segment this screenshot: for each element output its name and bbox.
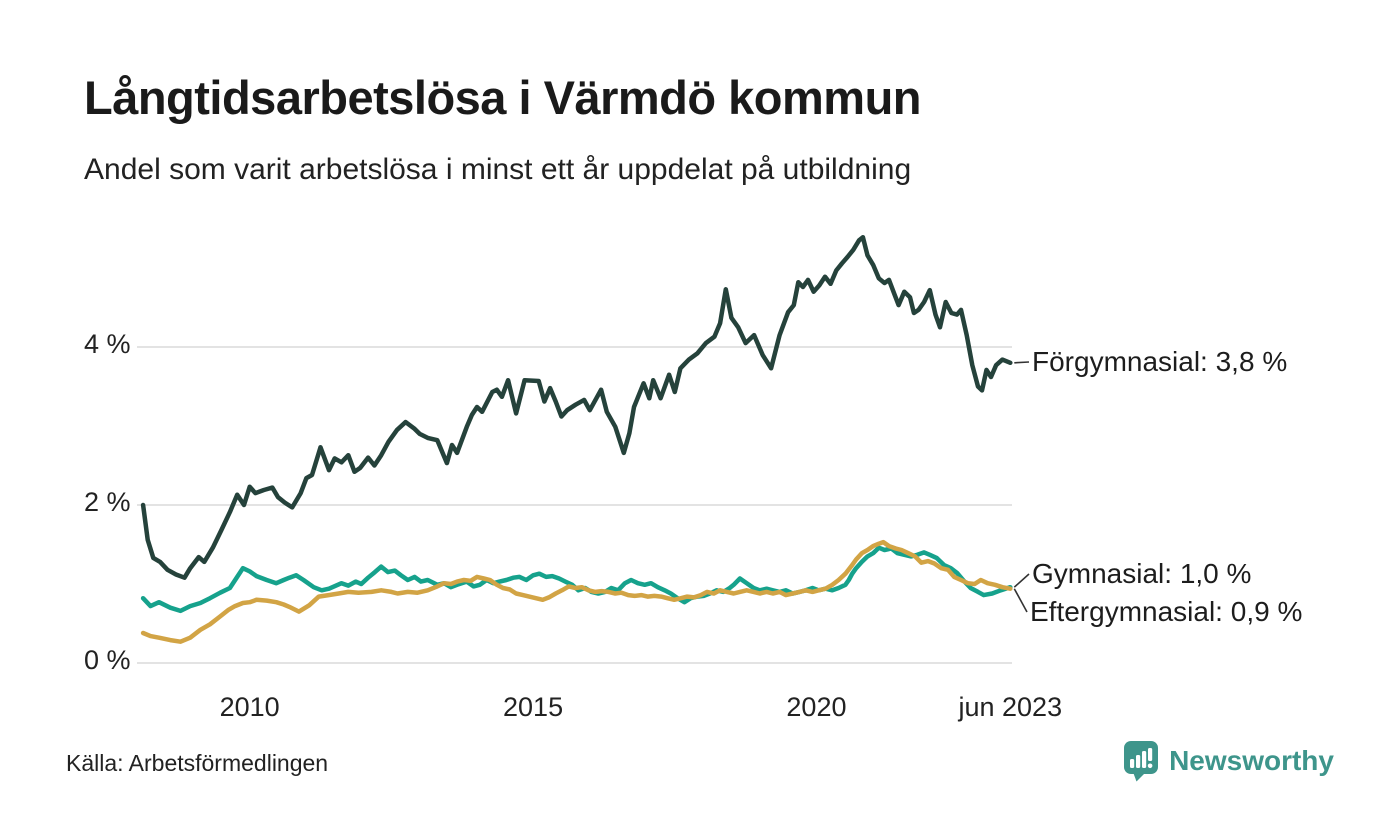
label-connector-gymnasial: [1013, 573, 1030, 588]
series-end-label-gymnasial: Gymnasial: 1,0 %: [1032, 558, 1252, 589]
x-axis-tick-2010: 2010: [219, 692, 280, 722]
label-connector-eftergymnasial: [1013, 588, 1028, 613]
label-connector-förgymnasial: [1014, 361, 1030, 364]
series-end-label-eftergymnasial: Eftergymnasial: 0,9 %: [1030, 596, 1303, 627]
y-axis-tick-4: 4 %: [84, 329, 131, 359]
series-end-label-forgymnasial: Förgymnasial: 3,8 %: [1032, 346, 1288, 377]
brand-lockup: Newsworthy: [1123, 740, 1334, 782]
source-note: Källa: Arbetsförmedlingen: [66, 750, 329, 776]
y-axis-tick-2: 2 %: [84, 487, 131, 517]
x-axis-tick-jun-2023: jun 2023: [958, 692, 1063, 722]
newsworthy-logo-icon: [1124, 741, 1159, 782]
series-line-eftergymnasial: [140, 539, 1013, 644]
x-axis-tick-2020: 2020: [786, 692, 847, 722]
chart-title: Långtidsarbetslösa i Värmdö kommun: [84, 71, 922, 124]
series-line-gymnasial: [140, 545, 1013, 614]
series-line-förgymnasial: [140, 234, 1013, 580]
brand-name: Newsworthy: [1169, 745, 1334, 776]
y-axis-tick-0: 0 %: [84, 645, 131, 675]
x-axis-tick-2015: 2015: [503, 692, 564, 722]
chart-subtitle: Andel som varit arbetslösa i minst ett å…: [84, 153, 912, 186]
